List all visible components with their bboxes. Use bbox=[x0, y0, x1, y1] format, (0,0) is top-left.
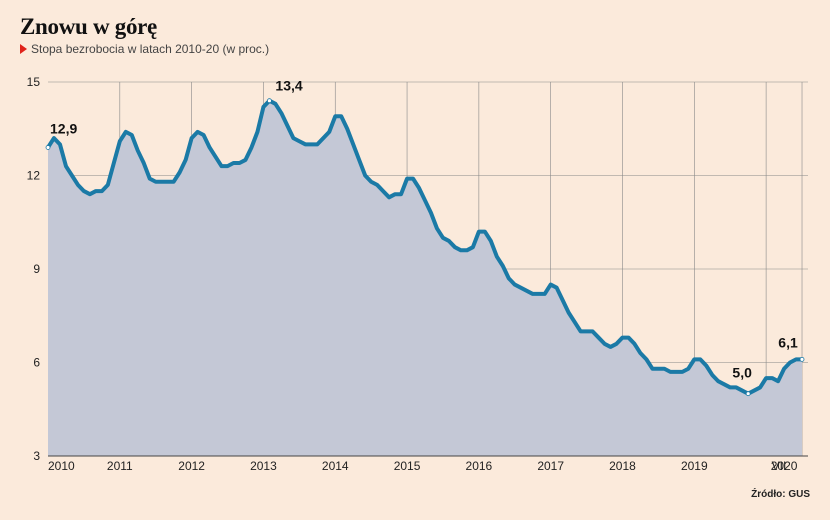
x-tick-label: 2020 bbox=[771, 459, 798, 473]
x-tick-label: 2011 bbox=[107, 459, 133, 473]
annotation-marker bbox=[799, 356, 805, 362]
x-tick-label: 2013 bbox=[250, 459, 277, 473]
chart-subtitle: Stopa bezrobocia w latach 2010-20 (w pro… bbox=[20, 42, 269, 56]
unemployment-area bbox=[48, 100, 803, 456]
unemployment-line bbox=[46, 98, 805, 396]
y-tick-label: 12 bbox=[27, 169, 41, 183]
y-tick-label: 3 bbox=[33, 449, 40, 463]
red-triangle-icon bbox=[20, 44, 27, 54]
y-tick-label: 6 bbox=[33, 356, 40, 370]
x-tick-label: 2010 bbox=[48, 459, 75, 473]
annotation-label: 12,9 bbox=[50, 120, 77, 136]
subtitle-text: Stopa bezrobocia w latach 2010-20 (w pro… bbox=[31, 42, 270, 56]
annotation-label: 6,1 bbox=[778, 334, 798, 350]
y-tick-label: 15 bbox=[27, 75, 41, 89]
annotation-layer: 12,9 13,4 5,0 6,1 bbox=[45, 78, 805, 397]
x-tick-label: 2019 bbox=[681, 459, 708, 473]
annotation-marker bbox=[267, 98, 272, 104]
x-tick-label: 2016 bbox=[466, 459, 493, 473]
axis-layer: 3 6 9 12 15 2010 2011 2012 2013 2014 2015 2016 2017 2… bbox=[27, 75, 808, 473]
x-tick-label: 2012 bbox=[178, 459, 205, 473]
source-note: Źródło: GUS bbox=[751, 489, 810, 500]
x-tick-label: 2017 bbox=[537, 459, 564, 473]
x-tick-label: 2018 bbox=[609, 459, 636, 473]
x-tick-label: 2015 bbox=[394, 459, 421, 473]
annotation-label: 5,0 bbox=[732, 365, 752, 381]
annotation-marker bbox=[745, 391, 751, 397]
x-tick-label: 2014 bbox=[322, 459, 349, 473]
x-tick-label: VII bbox=[772, 459, 787, 473]
y-tick-label: 9 bbox=[33, 262, 40, 276]
annotation-marker bbox=[45, 145, 51, 150]
annotation-label: 13,4 bbox=[275, 78, 302, 94]
chart-title: Znowu w górę bbox=[20, 14, 157, 39]
